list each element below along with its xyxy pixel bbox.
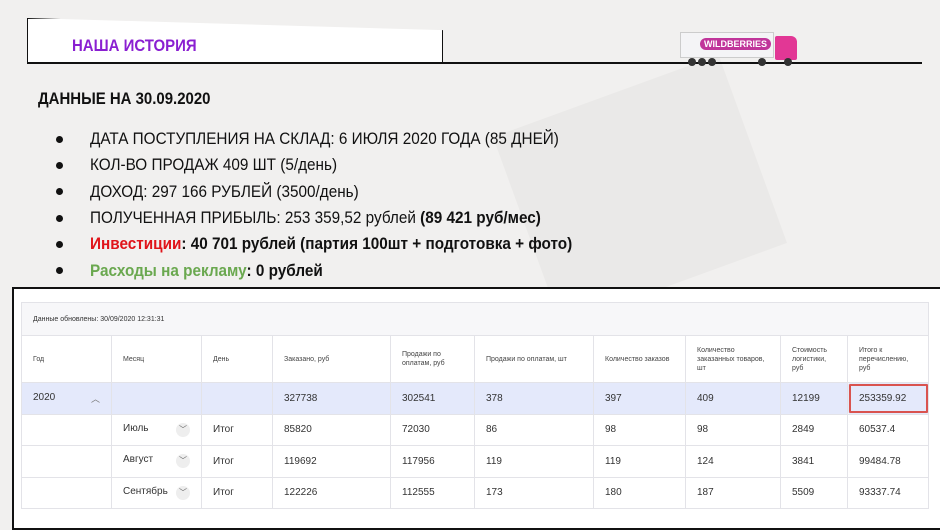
list-item: КОЛ-ВО ПРОДАЖ 409 ШТ (5/день) <box>54 152 626 178</box>
column-header[interactable]: Стоимость логистики, руб <box>780 335 848 383</box>
bullet-icon <box>56 240 63 248</box>
table-row-year[interactable]: 2020 ︿ 327738 302541 378 397 409 12199 253359.92 <box>21 382 930 415</box>
total-payout-highlight: 253359.92 <box>846 382 930 415</box>
table-row[interactable]: Сентябрь ﹀ Итог 122226 112555 173 180 187 5509 93… <box>21 476 930 509</box>
list-item: ДОХОД: 297 166 РУБЛЕЙ (3500/день) <box>54 179 626 205</box>
column-header[interactable]: Заказано, руб <box>272 335 391 383</box>
bullet-icon <box>56 214 63 222</box>
column-header[interactable]: Количество заказанных товаров, шт <box>685 335 781 383</box>
column-header[interactable]: Количество заказов <box>593 335 686 383</box>
column-header[interactable]: День <box>201 335 273 383</box>
table-row[interactable]: Август ﹀ Итог 119692 117956 119 119 124 3841 9948… <box>21 445 930 478</box>
table-row[interactable]: Июль ﹀ Итог 85820 72030 86 98 98 2849 60537.4 <box>21 413 930 446</box>
list-item: Инвестиции: 40 701 рублей (партия 100шт … <box>54 231 626 257</box>
column-header[interactable]: Продажи по оплатам, шт <box>474 335 594 383</box>
chevron-down-icon[interactable]: ﹀ <box>176 485 190 500</box>
slide-title: НАША ИСТОРИЯ <box>72 36 197 55</box>
table-header: Год Месяц День Заказано, руб Продажи по опла… <box>21 335 930 383</box>
chevron-down-icon[interactable]: ﹀ <box>176 422 190 437</box>
column-header[interactable]: Продажи по оплатам, руб <box>390 335 475 383</box>
chevron-up-icon[interactable]: ︿ <box>90 393 100 404</box>
column-header[interactable]: Год <box>21 335 112 383</box>
bullet-icon <box>56 188 63 196</box>
title-divider <box>27 62 922 64</box>
bullet-icon <box>56 267 63 275</box>
data-date-heading: ДАННЫЕ НА 30.09.2020 <box>38 89 211 108</box>
column-header[interactable]: Итого к перечислению, руб <box>846 335 930 383</box>
sales-report-table: Данные обновлены: 30/09/2020 12:31:31 Го… <box>20 302 930 509</box>
list-item: Расходы на рекламу: 0 рублей <box>54 257 626 283</box>
stats-list: ДАТА ПОСТУПЛЕНИЯ НА СКЛАД: 6 ИЮЛЯ 2020 Г… <box>54 126 626 284</box>
bullet-icon <box>56 135 63 143</box>
list-item: ДАТА ПОСТУПЛЕНИЯ НА СКЛАД: 6 ИЮЛЯ 2020 Г… <box>54 126 626 152</box>
chevron-down-icon[interactable]: ﹀ <box>176 454 190 469</box>
updated-timestamp: Данные обновлены: 30/09/2020 12:31:31 <box>20 302 930 336</box>
column-header[interactable]: Месяц <box>111 335 202 383</box>
bullet-icon <box>56 161 63 169</box>
list-item: ПОЛУЧЕННАЯ ПРИБЫЛЬ: 253 359,52 рублей (8… <box>54 205 626 231</box>
report-screenshot: Данные обновлены: 30/09/2020 12:31:31 Го… <box>12 287 940 530</box>
wildberries-truck-logo: WILDBERRIES <box>680 30 800 70</box>
